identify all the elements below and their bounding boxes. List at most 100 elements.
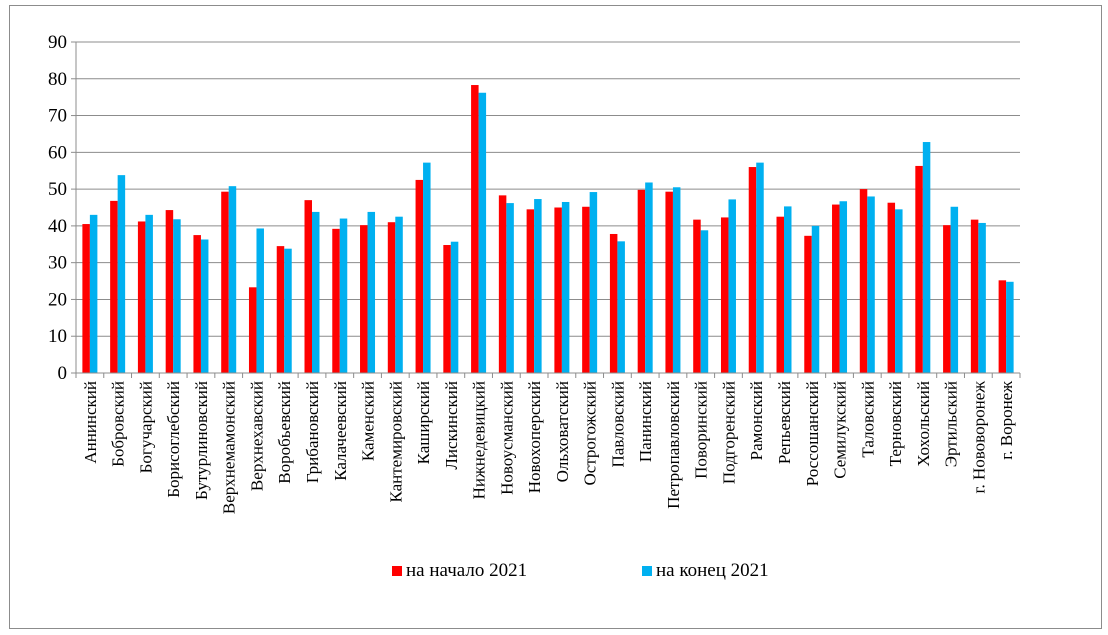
x-tick-label: Калачеевский	[331, 381, 350, 481]
bar-end-2021	[228, 186, 237, 373]
bar-end-2021	[478, 92, 487, 374]
bar-start-2021	[859, 189, 868, 373]
bar-end-2021	[1006, 281, 1014, 373]
bar-end-2021	[617, 241, 625, 373]
legend-swatch	[392, 566, 402, 576]
x-tick-label: Бобровский	[109, 381, 128, 467]
x-tick-label: Россошанский	[803, 381, 822, 486]
x-tick-label: Репьевский	[775, 381, 794, 464]
y-tick-label: 90	[48, 32, 67, 53]
x-tick-label: Острогожский	[581, 381, 600, 486]
x-tick-label: Верхнехавский	[247, 381, 266, 491]
bar-end-2021	[672, 187, 681, 373]
bar-start-2021	[887, 202, 896, 373]
x-tick-label: Семилукский	[831, 381, 850, 479]
x-axis: Аннинский Бобровский Богучарский Борисоглеб…	[75, 372, 1021, 514]
x-tick-label: Ольховатский	[553, 381, 572, 482]
bar-start-2021	[526, 209, 535, 373]
bar-start-2021	[248, 287, 257, 373]
bar-end-2021	[978, 222, 986, 373]
x-tick-label: Кантемировский	[386, 381, 405, 503]
gridlines	[76, 41, 1020, 374]
bar-end-2021	[756, 162, 764, 373]
bar-start-2021	[443, 245, 451, 373]
bar-end-2021	[645, 182, 653, 373]
x-tick-label: Новоусманский	[497, 381, 516, 495]
bar-start-2021	[137, 221, 146, 373]
bar-end-2021	[867, 196, 875, 373]
y-tick-label: 60	[48, 142, 67, 163]
chart-frame: 0 10 20 30 40 50 60 70 80 90 Аннинский Бобровский Б…	[9, 5, 1102, 629]
bar-start-2021	[665, 191, 673, 373]
y-tick-label: 20	[48, 289, 67, 310]
x-tick-label: Павловский	[608, 381, 627, 468]
bar-end-2021	[728, 199, 736, 373]
bar-end-2021	[423, 162, 431, 373]
bar-end-2021	[950, 206, 959, 373]
bar-start-2021	[82, 224, 90, 373]
y-tick-label: 80	[48, 69, 67, 90]
bar-end-2021	[839, 201, 848, 373]
bar-end-2021	[256, 228, 264, 373]
bar-end-2021	[561, 201, 570, 373]
bar-end-2021	[367, 211, 376, 373]
bar-end-2021	[339, 218, 348, 373]
bar-end-2021	[145, 214, 153, 373]
x-tick-label: Каширский	[414, 381, 433, 464]
x-tick-label: Рамонский	[747, 381, 766, 460]
bar-end-2021	[117, 175, 126, 373]
bar-start-2021	[748, 167, 757, 373]
bar-end-2021	[173, 219, 181, 373]
x-tick-label: Петропавловский	[664, 381, 683, 509]
y-tick-label: 0	[58, 363, 68, 384]
x-tick-label: Подгоренский	[719, 381, 738, 484]
legend-label: на начало 2021	[406, 560, 527, 581]
bar-end-2021	[534, 199, 542, 373]
y-axis: 0 10 20 30 40 50 60 70 80 90	[48, 32, 77, 384]
bar-start-2021	[110, 200, 118, 373]
bar-start-2021	[693, 219, 701, 373]
x-tick-label: Воробьевский	[275, 381, 294, 484]
x-tick-label: Таловский	[858, 381, 877, 458]
bars	[82, 85, 1014, 374]
bar-start-2021	[387, 222, 396, 373]
bar-start-2021	[193, 235, 201, 373]
x-tick-label: Новохоперский	[525, 381, 544, 493]
bar-start-2021	[415, 179, 424, 373]
bar-start-2021	[915, 165, 923, 373]
x-tick-label: г. Воронеж	[997, 381, 1016, 460]
y-tick-label: 10	[48, 326, 67, 347]
bar-end-2021	[811, 225, 820, 373]
bar-start-2021	[637, 189, 646, 373]
bar-start-2021	[609, 233, 618, 373]
bar-end-2021	[89, 214, 98, 373]
bar-start-2021	[498, 195, 507, 373]
bar-start-2021	[360, 225, 368, 373]
bar-start-2021	[720, 217, 729, 373]
bar-start-2021	[471, 85, 479, 373]
x-tick-label: Лискинский	[442, 381, 461, 470]
bar-end-2021	[589, 192, 598, 373]
bar-start-2021	[832, 204, 840, 373]
bar-end-2021	[784, 206, 792, 373]
legend: на начало 2021 на конец 2021	[392, 560, 769, 581]
bar-start-2021	[332, 228, 340, 373]
x-tick-label: Аннинский	[81, 381, 100, 464]
bar-start-2021	[304, 200, 312, 373]
x-tick-label: Грибановский	[303, 381, 322, 483]
bar-end-2021	[450, 241, 459, 373]
x-tick-label: Богучарский	[136, 381, 155, 473]
bar-chart: 0 10 20 30 40 50 60 70 80 90 Аннинский Бобровский Б…	[48, 32, 1021, 581]
y-tick-label: 40	[48, 216, 67, 237]
bar-end-2021	[284, 248, 292, 373]
bar-start-2021	[221, 191, 229, 373]
legend-swatch	[642, 566, 652, 576]
x-tick-label: Борисоглебский	[164, 381, 183, 498]
bar-start-2021	[276, 246, 285, 373]
bar-end-2021	[700, 230, 709, 373]
x-tick-label: Каменский	[359, 381, 378, 461]
bar-end-2021	[895, 209, 903, 373]
bar-end-2021	[200, 239, 209, 373]
bar-end-2021	[922, 142, 931, 373]
x-tick-label: Верхнемамонский	[220, 381, 239, 514]
